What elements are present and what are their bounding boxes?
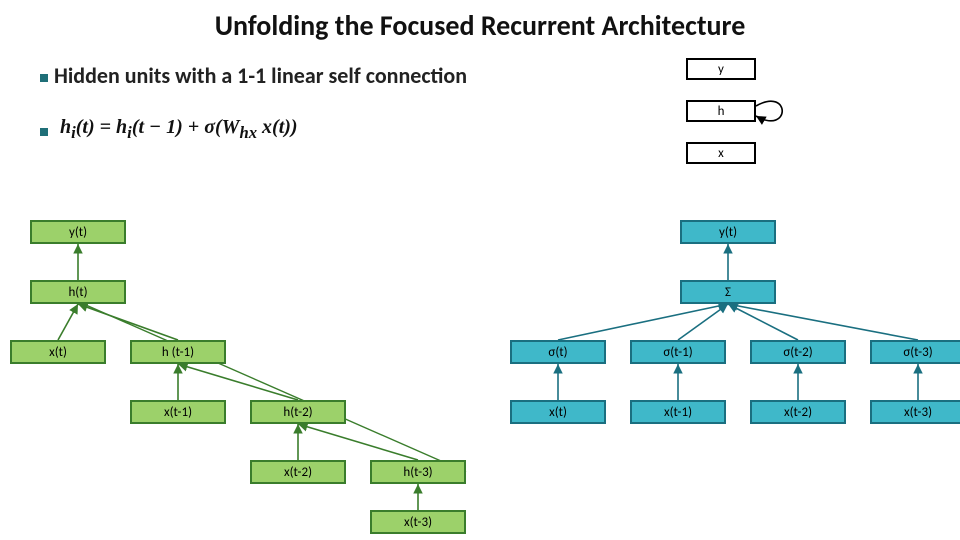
slide: Unfolding the Focused Recurrent Architec…	[0, 0, 960, 540]
node-s_t3: σ(t-3)	[870, 340, 960, 364]
node-htm1: h (t-1)	[130, 340, 226, 364]
node-xtm3: x(t-3)	[370, 510, 466, 534]
node-xtm2: x(t-2)	[250, 460, 346, 484]
node-yt: y(t)	[680, 220, 776, 244]
node-ht: h(t)	[30, 280, 126, 304]
bullet-icon	[40, 128, 48, 136]
node-xt: x(t)	[10, 340, 106, 364]
slide-title: Unfolding the Focused Recurrent Architec…	[0, 8, 960, 43]
node-small-x_: x	[686, 142, 756, 164]
bullet-icon	[40, 74, 48, 82]
node-htm2: h(t-2)	[250, 400, 346, 424]
node-s_t: σ(t)	[510, 340, 606, 364]
node-htm3: h(t-3)	[370, 460, 466, 484]
node-small-y: y	[686, 58, 756, 80]
node-s_t1: σ(t-1)	[630, 340, 726, 364]
node-small-h_: h	[686, 100, 756, 122]
node-xtm1: x(t-1)	[130, 400, 226, 424]
node-s_t2: σ(t-2)	[750, 340, 846, 364]
node-yt: y(t)	[30, 220, 126, 244]
node-x_t1: x(t-1)	[630, 400, 726, 424]
node-x_t: x(t)	[510, 400, 606, 424]
node-x_t2: x(t-2)	[750, 400, 846, 424]
node-x_t3: x(t-3)	[870, 400, 960, 424]
node-sum: Σ	[680, 280, 776, 304]
formula: hi(t) = hi(t − 1) + σ(Whx x(t))	[60, 116, 298, 143]
subhead: Hidden units with a 1-1 linear self conn…	[54, 62, 467, 89]
